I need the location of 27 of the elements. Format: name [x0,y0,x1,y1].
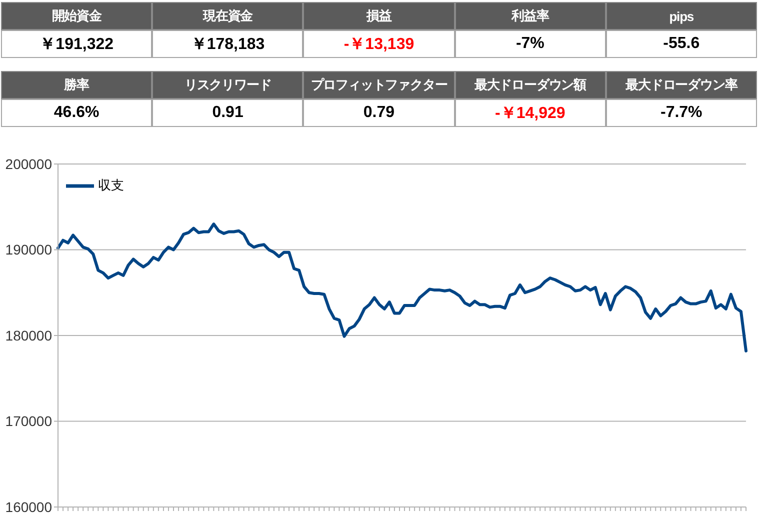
text: -7% [516,35,544,53]
text: 開始資金 [52,7,102,25]
text: 46.6% [54,104,100,122]
y-tick-label: 180000 [5,327,52,344]
text: 0.79 [363,104,395,122]
text: -7.7% [660,104,702,122]
y-tick-label: 160000 [5,498,52,515]
text: 勝率 [64,76,89,94]
text: 最大ドローダウン額 [474,76,586,94]
text: 最大ドローダウン率 [626,76,738,94]
text: pips [669,8,694,24]
legend-label: 収支 [98,177,124,192]
text: -55.6 [663,35,700,53]
y-tick-label: 200000 [5,156,52,172]
text: プロフィットファクター [310,76,448,94]
text: -￥14,929 [495,104,566,124]
line-series [56,222,748,352]
text: 0.91 [212,104,244,122]
text: リスクリワード [184,76,272,94]
text: 損益 [366,7,392,25]
y-tick-label: 170000 [5,413,52,430]
text: 利益率 [512,7,549,25]
y-tick-label: 190000 [5,242,52,258]
text: ￥191,322 [40,34,114,54]
text: -￥13,139 [344,34,414,54]
text: ￥178,183 [190,34,265,54]
text: 現在資金 [202,7,253,25]
